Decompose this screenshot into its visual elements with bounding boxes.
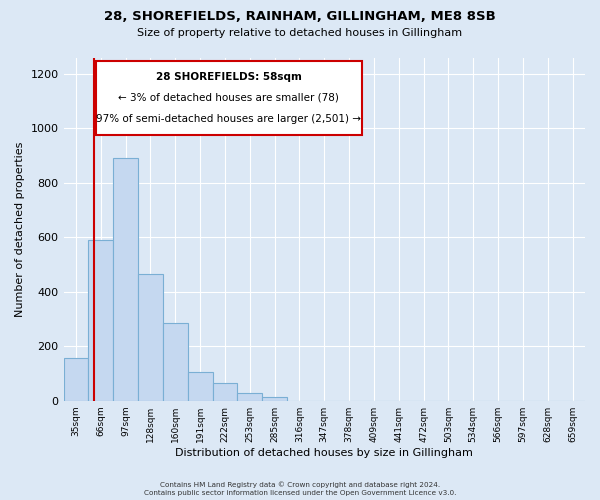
Bar: [212, 383, 238, 400]
Bar: [163, 323, 188, 400]
Text: Contains public sector information licensed under the Open Government Licence v3: Contains public sector information licen…: [144, 490, 456, 496]
Text: ← 3% of detached houses are smaller (78): ← 3% of detached houses are smaller (78): [118, 93, 340, 103]
Bar: [262, 398, 287, 400]
Text: Contains HM Land Registry data © Crown copyright and database right 2024.: Contains HM Land Registry data © Crown c…: [160, 481, 440, 488]
X-axis label: Distribution of detached houses by size in Gillingham: Distribution of detached houses by size …: [175, 448, 473, 458]
Bar: [64, 358, 88, 401]
Bar: [113, 158, 138, 400]
Bar: [88, 240, 113, 400]
Bar: [188, 372, 212, 400]
FancyBboxPatch shape: [97, 61, 362, 135]
Text: Size of property relative to detached houses in Gillingham: Size of property relative to detached ho…: [137, 28, 463, 38]
Text: 28, SHOREFIELDS, RAINHAM, GILLINGHAM, ME8 8SB: 28, SHOREFIELDS, RAINHAM, GILLINGHAM, ME…: [104, 10, 496, 23]
Bar: [138, 274, 163, 400]
Text: 97% of semi-detached houses are larger (2,501) →: 97% of semi-detached houses are larger (…: [97, 114, 361, 124]
Y-axis label: Number of detached properties: Number of detached properties: [15, 142, 25, 317]
Text: 28 SHOREFIELDS: 58sqm: 28 SHOREFIELDS: 58sqm: [156, 72, 302, 82]
Bar: [238, 393, 262, 400]
